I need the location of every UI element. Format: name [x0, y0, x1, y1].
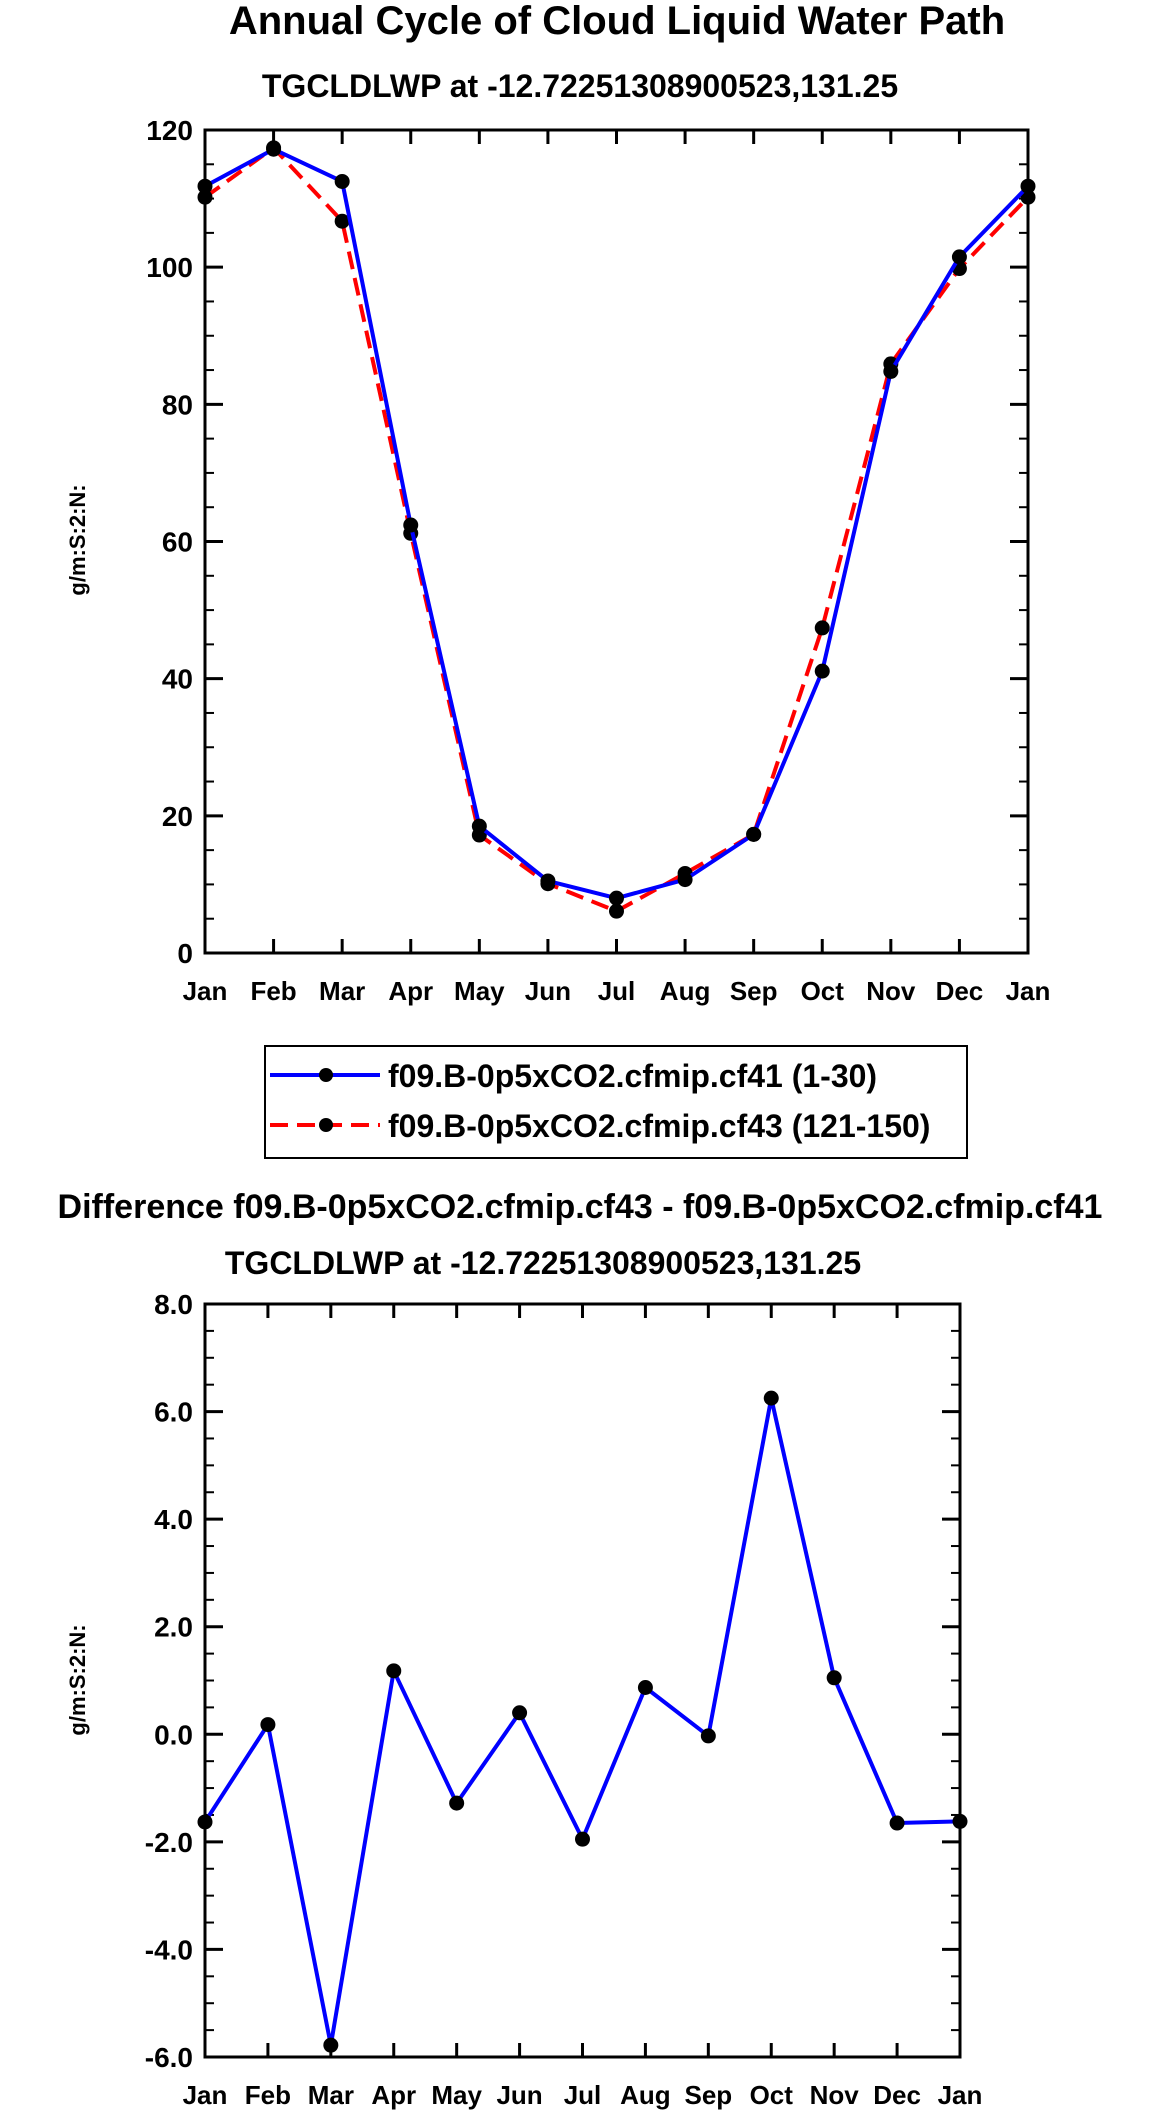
difference-chart-tick-labels: Jan Feb Mar Apr May Jun Jul Aug Sep Oct Nov Dec Jan -… [145, 1289, 983, 2110]
cycle-series-0-point [951, 249, 967, 265]
difference-x-tick-label: Jun [496, 2080, 542, 2110]
difference-x-tick-label: Mar [308, 2080, 354, 2110]
difference-plot-frame [203, 1302, 962, 2059]
cycle-series-0-point [334, 173, 350, 189]
cycle-x-tick-label: Sep [730, 976, 778, 1006]
difference-series-0-point [826, 1670, 842, 1686]
difference-y-tick-label: -6.0 [145, 2042, 193, 2073]
cycle-chart-axes [203, 128, 1030, 955]
difference-x-tick-label: Sep [684, 2080, 732, 2110]
cycle-x-tick-label: Nov [866, 976, 916, 1006]
cycle-y-tick-label: 60 [162, 527, 193, 558]
cycle-series-1-point [609, 903, 624, 919]
cycle-x-tick-label: Feb [250, 976, 296, 1006]
cycle-series-0-point [1020, 178, 1036, 194]
cycle-series-0-point [540, 873, 556, 889]
difference-x-tick-label: Jan [183, 2080, 228, 2110]
cycle-series-0-point [197, 178, 213, 194]
difference-x-tick-label: Dec [873, 2080, 921, 2110]
difference-y-tick-label: -4.0 [145, 1934, 193, 1965]
cycle-x-tick-label: Oct [801, 976, 845, 1006]
difference-series-0-point [952, 1813, 968, 1829]
difference-y-tick-label: 8.0 [154, 1289, 193, 1320]
difference-chart-title: Difference f09.B-0p5xCO2.cfmip.cf43 - f0… [58, 1188, 1103, 1226]
cycle-x-tick-label: Jan [183, 976, 228, 1006]
cycle-x-tick-label: May [454, 976, 505, 1006]
cycle-y-tick-label: 80 [162, 389, 193, 420]
legend-box [264, 1045, 968, 1159]
cycle-x-tick-label: Mar [319, 976, 365, 1006]
difference-y-tick-label: 6.0 [154, 1397, 193, 1428]
difference-series-0-point [700, 1728, 716, 1744]
cycle-series-1-point [814, 620, 830, 636]
cycle-series-0-point [471, 818, 487, 834]
difference-series-0-point [889, 1815, 905, 1831]
difference-x-tick-label: Nov [810, 2080, 860, 2110]
difference-series-0-point [575, 1831, 590, 1847]
difference-series-0-point [637, 1679, 653, 1695]
difference-x-tick-label: Apr [371, 2080, 416, 2110]
difference-y-tick-label: -2.0 [145, 1827, 193, 1858]
legend-marker-cf41 [319, 1068, 333, 1082]
cycle-chart-title: Annual Cycle of Cloud Liquid Water Path [229, 0, 1005, 43]
difference-chart-axes [203, 1302, 962, 2059]
cycle-y-tick-label: 120 [146, 115, 193, 146]
cycle-chart-series [197, 140, 1036, 919]
cycle-x-tick-label: Aug [660, 976, 711, 1006]
cycle-chart-subtitle: TGCLDLWP at -12.72251308900523,131.25 [262, 68, 898, 104]
difference-series-0-point [323, 2037, 339, 2053]
difference-x-tick-label: Oct [750, 2080, 794, 2110]
difference-chart-series [197, 1390, 968, 2053]
cycle-series-0-point [266, 141, 282, 157]
difference-chart-subtitle: TGCLDLWP at -12.72251308900523,131.25 [225, 1245, 861, 1281]
difference-series-0-line [203, 1396, 961, 2048]
difference-x-tick-label: Jan [938, 2080, 983, 2110]
cycle-y-tick-label: 100 [146, 252, 193, 283]
difference-x-tick-label: Aug [620, 2080, 671, 2110]
cycle-series-0-point [814, 663, 830, 679]
difference-series-0-point [512, 1705, 528, 1721]
legend-label-cf41: f09.B-0p5xCO2.cfmip.cf41 (1-30) [388, 1058, 877, 1094]
cycle-chart-tick-labels: Jan Feb Mar Apr May Jun Jul Aug Sep Oct Nov Dec Jan 0… [146, 115, 1050, 1006]
cycle-series-0-point [609, 890, 624, 906]
cycle-chart-legend: f09.B-0p5xCO2.cfmip.cf41 (1-30) f09.B-0p… [264, 1045, 968, 1159]
difference-chart-ylabel: g/m:S:2:N: [65, 1624, 90, 1735]
cycle-series-1-point [334, 213, 350, 229]
difference-x-tick-label: May [431, 2080, 482, 2110]
difference-series-0-point [449, 1795, 465, 1811]
legend-marker-cf43 [319, 1118, 333, 1132]
cycle-x-tick-label: Jan [1006, 976, 1051, 1006]
legend-label-cf43: f09.B-0p5xCO2.cfmip.cf43 (121-150) [388, 1108, 930, 1144]
cycle-x-tick-label: Apr [388, 976, 433, 1006]
cycle-y-tick-label: 40 [162, 664, 193, 695]
cycle-plot-frame [203, 128, 1030, 955]
cycle-x-tick-label: Jun [525, 976, 571, 1006]
difference-y-tick-label: 4.0 [154, 1504, 193, 1535]
cycle-chart-ylabel: g/m:S:2:N: [65, 484, 90, 595]
cycle-x-tick-label: Dec [936, 976, 984, 1006]
difference-y-tick-label: 2.0 [154, 1612, 193, 1643]
difference-series-0-point [763, 1390, 779, 1406]
cycle-series-1-line [203, 145, 1030, 914]
cycle-series-1-point [197, 189, 213, 205]
difference-series-0-point [197, 1814, 213, 1830]
difference-x-tick-label: Feb [245, 2080, 291, 2110]
cycle-series-0-point [746, 826, 762, 842]
difference-x-tick-label: Jul [564, 2080, 602, 2110]
difference-series-0-point [386, 1663, 402, 1679]
difference-series-0-point [260, 1717, 276, 1733]
difference-chart: Difference f09.B-0p5xCO2.cfmip.cf43 - f0… [58, 1188, 1103, 2110]
cycle-x-tick-label: Jul [598, 976, 636, 1006]
cycle-chart: Annual Cycle of Cloud Liquid Water Path … [65, 0, 1050, 1159]
cycle-series-1-point [1020, 189, 1036, 205]
cycle-series-0-point [677, 872, 693, 888]
cycle-y-tick-label: 20 [162, 801, 193, 832]
cycle-series-0-point [883, 363, 899, 379]
cycle-series-0-point [403, 517, 419, 533]
cycle-y-tick-label: 0 [177, 938, 193, 969]
difference-y-tick-label: 0.0 [154, 1719, 193, 1750]
cycle-series-0-line [204, 147, 1030, 901]
